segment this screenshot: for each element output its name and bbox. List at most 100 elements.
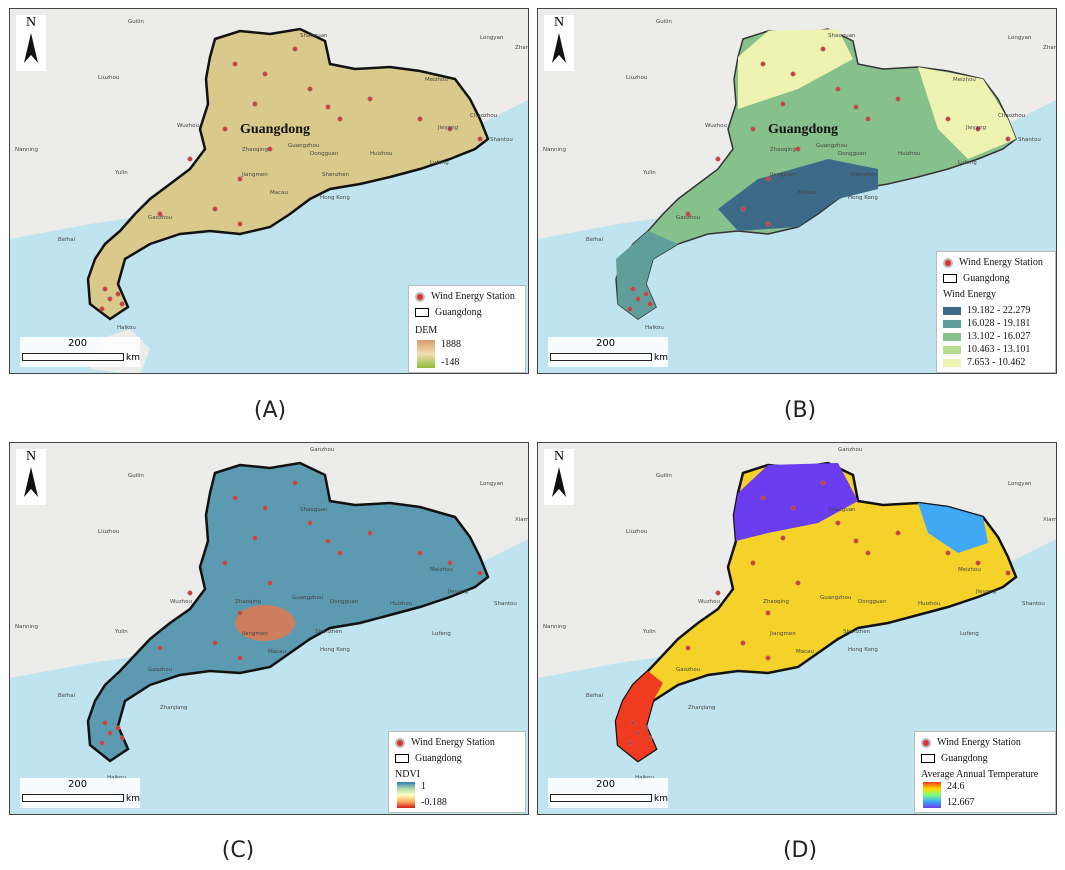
wind-energy-station-marker[interactable] (477, 570, 483, 576)
wind-energy-station-marker[interactable] (975, 126, 981, 132)
wind-energy-station-marker[interactable] (99, 306, 105, 312)
wind-energy-station-marker[interactable] (975, 560, 981, 566)
wind-energy-station-marker[interactable] (292, 480, 298, 486)
wind-energy-station-marker[interactable] (895, 96, 901, 102)
wind-energy-station-marker[interactable] (647, 735, 653, 741)
wind-energy-station-marker[interactable] (765, 655, 771, 661)
wind-energy-station-marker[interactable] (627, 740, 633, 746)
wind-energy-station-marker[interactable] (115, 291, 121, 297)
wind-energy-station-marker[interactable] (635, 730, 641, 736)
wind-energy-station-marker[interactable] (157, 211, 163, 217)
wind-energy-station-marker[interactable] (367, 96, 373, 102)
wind-energy-station-marker[interactable] (232, 495, 238, 501)
wind-energy-station-marker[interactable] (267, 580, 273, 586)
wind-energy-station-marker[interactable] (99, 740, 105, 746)
wind-energy-station-marker[interactable] (222, 126, 228, 132)
wind-energy-station-marker[interactable] (307, 86, 313, 92)
wind-energy-station-marker[interactable] (222, 560, 228, 566)
wind-energy-station-marker[interactable] (685, 645, 691, 651)
wind-energy-station-marker[interactable] (780, 101, 786, 107)
wind-energy-station-marker[interactable] (765, 610, 771, 616)
place-label: Wuzhou (177, 123, 199, 129)
place-label: Xiamen (515, 517, 529, 523)
wind-energy-station-marker[interactable] (765, 221, 771, 227)
wind-energy-station-marker[interactable] (635, 296, 641, 302)
wind-energy-station-marker[interactable] (750, 126, 756, 132)
wind-energy-station-marker[interactable] (119, 301, 125, 307)
wind-energy-station-marker[interactable] (157, 645, 163, 651)
wind-energy-station-marker[interactable] (447, 560, 453, 566)
wind-energy-station-marker[interactable] (417, 550, 423, 556)
place-label: Jieyang (447, 589, 468, 595)
wind-energy-station-marker[interactable] (262, 505, 268, 511)
wind-energy-station-marker[interactable] (685, 211, 691, 217)
wind-energy-station-marker[interactable] (307, 520, 313, 526)
wind-energy-station-marker[interactable] (119, 735, 125, 741)
wind-energy-station-marker[interactable] (237, 176, 243, 182)
wind-energy-station-marker[interactable] (337, 116, 343, 122)
wind-energy-station-marker[interactable] (865, 550, 871, 556)
wind-energy-station-marker[interactable] (187, 156, 193, 162)
wind-energy-station-marker[interactable] (647, 301, 653, 307)
wind-energy-station-marker[interactable] (337, 550, 343, 556)
wind-energy-station-marker[interactable] (865, 116, 871, 122)
wind-energy-station-marker[interactable] (252, 535, 258, 541)
wind-energy-station-marker[interactable] (262, 71, 268, 77)
wind-energy-station-marker[interactable] (630, 286, 636, 292)
wind-energy-station-marker[interactable] (267, 146, 273, 152)
map-panel-d: Ganzhou Guilin Longyan Xiamen Liuzhou Shaogua… (537, 442, 1057, 815)
wind-energy-station-marker[interactable] (765, 176, 771, 182)
wind-energy-station-marker[interactable] (630, 720, 636, 726)
wind-energy-station-marker[interactable] (820, 46, 826, 52)
wind-energy-station-marker[interactable] (237, 610, 243, 616)
wind-energy-station-marker[interactable] (252, 101, 258, 107)
wind-energy-station-marker[interactable] (102, 286, 108, 292)
place-label: Jiangmen (241, 631, 268, 637)
wind-energy-station-marker[interactable] (187, 590, 193, 596)
region-label: Guangdong (768, 122, 838, 137)
wind-energy-station-marker[interactable] (795, 580, 801, 586)
wind-energy-station-marker[interactable] (790, 71, 796, 77)
wind-energy-station-marker[interactable] (417, 116, 423, 122)
place-label: Nanning (543, 147, 566, 153)
wind-energy-station-marker[interactable] (740, 206, 746, 212)
wind-energy-station-marker[interactable] (232, 61, 238, 67)
wind-energy-station-marker[interactable] (325, 104, 331, 110)
wind-energy-station-marker[interactable] (740, 640, 746, 646)
wind-energy-station-marker[interactable] (643, 291, 649, 297)
wind-energy-station-marker[interactable] (760, 61, 766, 67)
wind-energy-station-marker[interactable] (212, 640, 218, 646)
wind-energy-station-marker[interactable] (853, 538, 859, 544)
wind-energy-station-marker[interactable] (945, 550, 951, 556)
wind-energy-station-marker[interactable] (760, 495, 766, 501)
wind-energy-station-marker[interactable] (1005, 570, 1011, 576)
wind-energy-station-marker[interactable] (1005, 136, 1011, 142)
wind-energy-station-marker[interactable] (895, 530, 901, 536)
wind-energy-station-marker[interactable] (367, 530, 373, 536)
wind-energy-station-marker[interactable] (325, 538, 331, 544)
wind-energy-station-marker[interactable] (945, 116, 951, 122)
wind-energy-station-marker[interactable] (835, 520, 841, 526)
wind-energy-station-marker[interactable] (780, 535, 786, 541)
wind-energy-station-marker[interactable] (292, 46, 298, 52)
wind-energy-station-marker[interactable] (107, 730, 113, 736)
wind-energy-station-marker[interactable] (835, 86, 841, 92)
wind-energy-station-marker[interactable] (643, 725, 649, 731)
wind-energy-station-marker[interactable] (750, 560, 756, 566)
wind-energy-station-marker[interactable] (102, 720, 108, 726)
wind-energy-station-marker[interactable] (715, 590, 721, 596)
wind-energy-station-marker[interactable] (237, 221, 243, 227)
wind-energy-station-marker[interactable] (820, 480, 826, 486)
wind-energy-station-marker[interactable] (237, 655, 243, 661)
wind-energy-station-marker[interactable] (115, 725, 121, 731)
wind-energy-station-marker[interactable] (790, 505, 796, 511)
wind-energy-station-marker[interactable] (212, 206, 218, 212)
wind-energy-station-marker[interactable] (853, 104, 859, 110)
caption-d: (D) (782, 838, 818, 863)
wind-energy-station-marker[interactable] (795, 146, 801, 152)
wind-energy-station-marker[interactable] (447, 126, 453, 132)
wind-energy-station-marker[interactable] (107, 296, 113, 302)
wind-energy-station-marker[interactable] (715, 156, 721, 162)
wind-energy-station-marker[interactable] (627, 306, 633, 312)
wind-energy-station-marker[interactable] (477, 136, 483, 142)
